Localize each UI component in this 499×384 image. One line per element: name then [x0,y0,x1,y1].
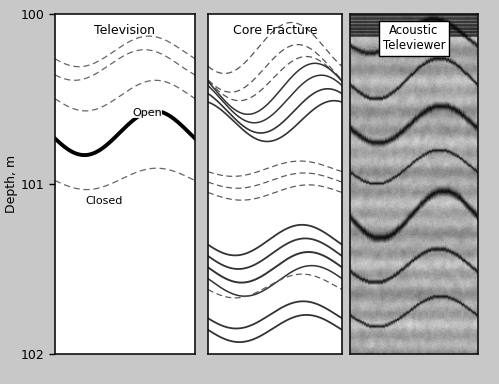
Text: Television: Television [94,24,156,37]
Text: Core Fracture: Core Fracture [233,24,317,37]
Y-axis label: Depth, m: Depth, m [5,155,18,213]
Text: Closed: Closed [86,196,123,206]
Text: Open: Open [132,108,162,118]
Text: Acoustic
Televiewer: Acoustic Televiewer [383,24,445,52]
